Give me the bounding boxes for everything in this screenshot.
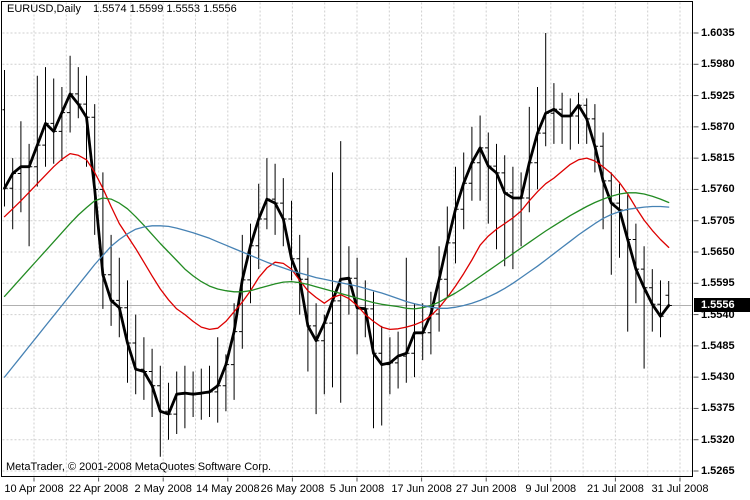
date-axis-label: 14 May 2008 <box>195 483 260 495</box>
price-axis-label: 1.5870 <box>701 120 735 133</box>
date-axis-label: 26 May 2008 <box>260 483 325 495</box>
metaquotes-credit-watermark: MetaTrader, © 2001-2008 MetaQuotes Softw… <box>6 461 272 473</box>
date-axis-label: 2 May 2008 <box>134 483 192 495</box>
date-axis-label: 17 Jun 2008 <box>391 483 452 495</box>
price-axis-label: 1.5430 <box>701 371 735 384</box>
symbol-timeframe-label: EURUSD,Daily <box>7 3 81 15</box>
price-axis-label: 1.5375 <box>701 402 735 415</box>
date-axis-label: 5 Jun 2008 <box>329 483 385 495</box>
current-price-tag: 1.5556 <box>694 298 750 313</box>
price-axis-label: 1.5760 <box>701 183 735 196</box>
ohlc-values-label: 1.5574 1.5599 1.5553 1.5556 <box>92 3 237 15</box>
chart-title: EURUSD,Daily 1.5574 1.5599 1.5553 1.5556 <box>7 3 237 15</box>
date-axis-label: 10 Apr 2008 <box>4 483 64 495</box>
price-axis-label: 1.5815 <box>701 152 735 165</box>
date-axis-label: 21 Jul 2008 <box>586 483 644 495</box>
date-axis-label: 22 Apr 2008 <box>68 483 129 495</box>
date-axis-label: 27 Jun 2008 <box>455 483 517 495</box>
price-axis-label: 1.5595 <box>701 277 735 290</box>
price-axis-label: 1.6035 <box>701 27 735 39</box>
date-axis-label: 31 Jul 2008 <box>651 483 709 495</box>
price-axis-label: 1.5485 <box>701 339 735 352</box>
date-axis-label: 9 Jul 2008 <box>525 483 577 495</box>
price-axis-label: 1.5265 <box>701 465 735 477</box>
price-axis-label: 1.5980 <box>701 58 735 71</box>
price-axis-label: 1.5705 <box>701 214 735 227</box>
price-axis-label: 1.5925 <box>701 89 735 102</box>
price-axis-label: 1.5650 <box>701 246 735 258</box>
price-axis-label: 1.5320 <box>701 433 735 446</box>
